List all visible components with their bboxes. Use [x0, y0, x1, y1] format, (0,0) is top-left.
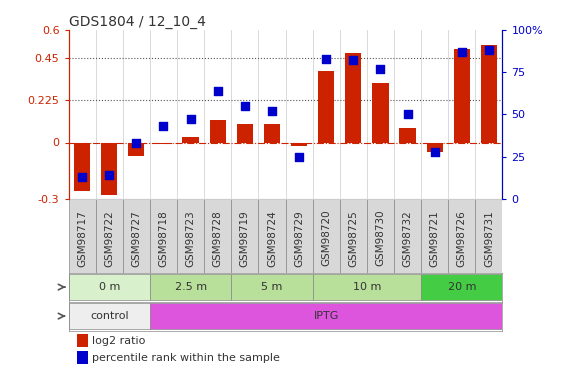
Bar — [101, 142, 118, 195]
Text: GSM98719: GSM98719 — [240, 210, 250, 267]
Bar — [481, 45, 497, 142]
Bar — [367, 199, 394, 273]
Bar — [475, 199, 502, 273]
Bar — [231, 199, 258, 273]
Point — [484, 47, 493, 53]
Text: GSM98730: GSM98730 — [375, 210, 385, 267]
Text: 5 m: 5 m — [262, 282, 283, 292]
Text: GSM98724: GSM98724 — [267, 210, 277, 267]
Point — [430, 148, 439, 154]
Bar — [77, 334, 88, 347]
Text: 10 m: 10 m — [353, 282, 381, 292]
Point — [240, 103, 250, 109]
Bar — [421, 199, 448, 273]
Bar — [313, 274, 421, 300]
Point — [403, 111, 412, 117]
Bar — [155, 142, 172, 144]
Bar — [69, 303, 150, 329]
Bar — [258, 199, 286, 273]
Bar — [427, 142, 443, 152]
Bar — [291, 142, 307, 146]
Bar — [237, 124, 253, 142]
Bar — [318, 71, 335, 142]
Bar — [400, 128, 416, 142]
Bar — [69, 199, 96, 273]
Text: control: control — [90, 311, 128, 321]
Text: GSM98731: GSM98731 — [484, 210, 494, 267]
Bar — [150, 274, 231, 300]
Bar — [204, 199, 231, 273]
Text: GSM98721: GSM98721 — [429, 210, 440, 267]
Bar — [69, 274, 150, 300]
Point — [267, 108, 276, 114]
Text: GSM98723: GSM98723 — [186, 210, 196, 267]
Bar — [128, 142, 144, 156]
Bar — [183, 137, 199, 142]
Text: GSM98729: GSM98729 — [294, 210, 304, 267]
Point — [186, 116, 195, 122]
Text: log2 ratio: log2 ratio — [93, 336, 146, 346]
Text: GSM98725: GSM98725 — [348, 210, 359, 267]
Bar — [448, 199, 476, 273]
Bar — [264, 124, 280, 142]
Point — [457, 49, 467, 55]
Bar — [421, 274, 502, 300]
Text: 20 m: 20 m — [448, 282, 476, 292]
Text: GSM98732: GSM98732 — [403, 210, 413, 267]
Text: GSM98727: GSM98727 — [131, 210, 142, 267]
Point — [295, 154, 304, 160]
Point — [321, 56, 331, 62]
Text: 0 m: 0 m — [99, 282, 120, 292]
Point — [349, 57, 358, 63]
Bar — [74, 142, 90, 191]
Bar — [372, 82, 389, 142]
Bar — [96, 199, 123, 273]
Text: GSM98726: GSM98726 — [457, 210, 467, 267]
Bar — [231, 274, 313, 300]
Point — [132, 140, 141, 146]
Point — [78, 174, 87, 180]
Bar — [454, 49, 470, 142]
Point — [213, 88, 222, 94]
Bar — [150, 303, 502, 329]
Text: GDS1804 / 12_10_4: GDS1804 / 12_10_4 — [69, 15, 206, 29]
Text: GSM98717: GSM98717 — [77, 210, 87, 267]
Text: GSM98728: GSM98728 — [212, 210, 223, 267]
Bar — [340, 199, 367, 273]
Point — [376, 66, 385, 72]
Text: IPTG: IPTG — [313, 311, 339, 321]
Bar — [345, 53, 361, 142]
Text: GSM98720: GSM98720 — [321, 210, 331, 267]
Text: 2.5 m: 2.5 m — [175, 282, 207, 292]
Bar — [210, 120, 226, 142]
Text: GSM98718: GSM98718 — [158, 210, 168, 267]
Text: GSM98722: GSM98722 — [104, 210, 114, 267]
Bar — [150, 199, 177, 273]
Bar — [123, 199, 150, 273]
Point — [104, 172, 114, 178]
Bar — [77, 351, 88, 364]
Bar — [286, 199, 313, 273]
Bar — [394, 199, 421, 273]
Point — [159, 123, 168, 129]
Text: percentile rank within the sample: percentile rank within the sample — [93, 352, 280, 363]
Bar — [313, 199, 340, 273]
Bar — [177, 199, 204, 273]
